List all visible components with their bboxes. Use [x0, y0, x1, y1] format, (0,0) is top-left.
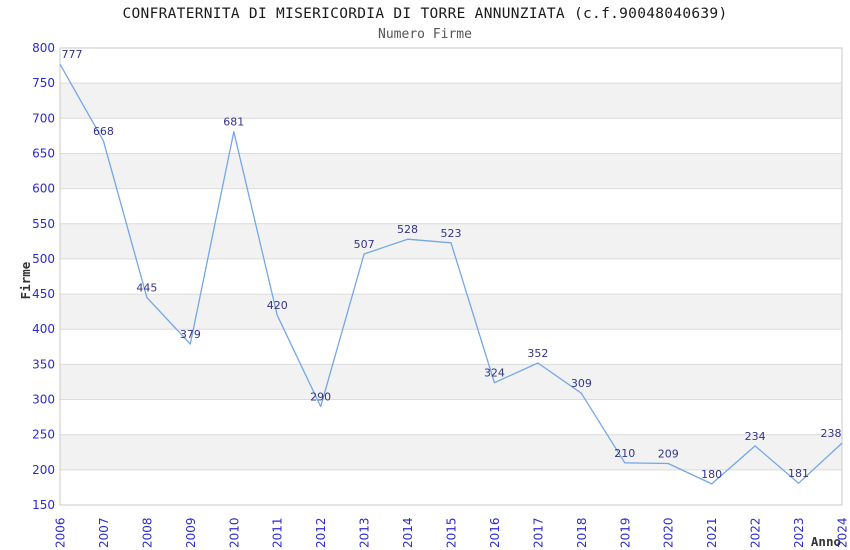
- x-axis-title: Anno: [811, 534, 841, 549]
- y-axis-tick-labels: 800 750 700 650 600 550 500 450 400 350 300 250 200 1…: [32, 41, 55, 512]
- data-label: 777: [62, 48, 83, 61]
- plot-band: [60, 188, 842, 224]
- plot-band: [60, 223, 842, 259]
- data-label: 668: [93, 125, 114, 138]
- data-label: 379: [180, 328, 201, 341]
- data-label: 181: [788, 467, 809, 480]
- data-label: 528: [397, 223, 418, 236]
- plot-band: [60, 399, 842, 435]
- x-tick-label: 2014: [401, 517, 415, 548]
- plot-band: [60, 329, 842, 365]
- series-line-numero-firme: [59, 63, 843, 485]
- data-label: 210: [614, 447, 635, 460]
- plot-band: [60, 364, 842, 400]
- x-axis-tick-labels: 2006 2007 2008 2009 2010 2011 2012 2013 2014 2015…: [54, 517, 850, 548]
- plot-border: [59, 47, 843, 506]
- x-tick-label: 2012: [314, 517, 328, 548]
- data-label: 681: [223, 116, 244, 129]
- data-label: 523: [441, 227, 462, 240]
- chart-subtitle: Numero Firme: [378, 27, 472, 42]
- y-tick-label: 150: [32, 498, 55, 512]
- y-tick-label: 450: [32, 287, 55, 301]
- plot-band: [60, 258, 842, 295]
- x-tick-label: 2006: [54, 517, 68, 548]
- plot-bands: [60, 48, 842, 505]
- plot-band: [60, 469, 842, 505]
- x-tick-label: 2018: [575, 517, 589, 548]
- data-label: 238: [821, 427, 842, 440]
- y-tick-label: 700: [32, 111, 55, 125]
- x-tick-label: 2020: [662, 517, 676, 548]
- y-tick-label: 650: [32, 146, 55, 160]
- data-label: 420: [267, 299, 288, 312]
- data-label: 352: [527, 347, 548, 360]
- data-label: 507: [354, 238, 375, 251]
- plot-band: [60, 118, 842, 154]
- x-tick-label: 2021: [705, 517, 719, 548]
- x-tick-label: 2015: [445, 517, 459, 548]
- data-label: 290: [310, 391, 331, 404]
- data-label: 234: [745, 430, 766, 443]
- x-tick-label: 2017: [531, 517, 545, 548]
- y-tick-label: 300: [32, 393, 55, 407]
- plot-band: [60, 294, 842, 330]
- y-tick-label: 350: [32, 357, 55, 371]
- plot-band: [60, 434, 842, 470]
- data-labels: 777 668 445 379 681 420 290 507 528 523 324 352 309 2…: [62, 48, 842, 481]
- data-label: 324: [484, 367, 505, 380]
- x-tick-label: 2010: [227, 517, 241, 548]
- plot-band: [60, 48, 842, 84]
- data-label: 445: [136, 282, 157, 295]
- y-tick-label: 800: [32, 41, 55, 55]
- y-tick-label: 250: [32, 428, 55, 442]
- data-label: 209: [658, 448, 679, 461]
- y-tick-label: 500: [32, 252, 55, 266]
- x-tick-label: 2022: [749, 517, 763, 548]
- y-tick-label: 750: [32, 76, 55, 90]
- x-tick-label: 2008: [140, 517, 154, 548]
- x-tick-label: 2019: [618, 517, 632, 548]
- plot-band: [60, 83, 842, 119]
- y-axis-title: Firme: [18, 261, 33, 299]
- plot-band: [60, 153, 842, 189]
- x-tick-label: 2013: [358, 517, 372, 548]
- x-tick-label: 2007: [97, 517, 111, 548]
- x-tick-label: 2009: [184, 517, 198, 548]
- x-tick-label: 2023: [792, 517, 806, 548]
- y-tick-label: 550: [32, 217, 55, 231]
- y-tick-label: 200: [32, 463, 55, 477]
- y-tick-label: 600: [32, 182, 55, 196]
- x-tick-label: 2016: [488, 517, 502, 548]
- data-label: 180: [701, 468, 722, 481]
- data-label: 309: [571, 377, 592, 390]
- x-tick-label: 2011: [271, 517, 285, 548]
- chart-title: CONFRATERNITA DI MISERICORDIA DI TORRE A…: [122, 6, 728, 22]
- y-tick-label: 400: [32, 322, 55, 336]
- x-tick-label: 2024: [836, 517, 850, 548]
